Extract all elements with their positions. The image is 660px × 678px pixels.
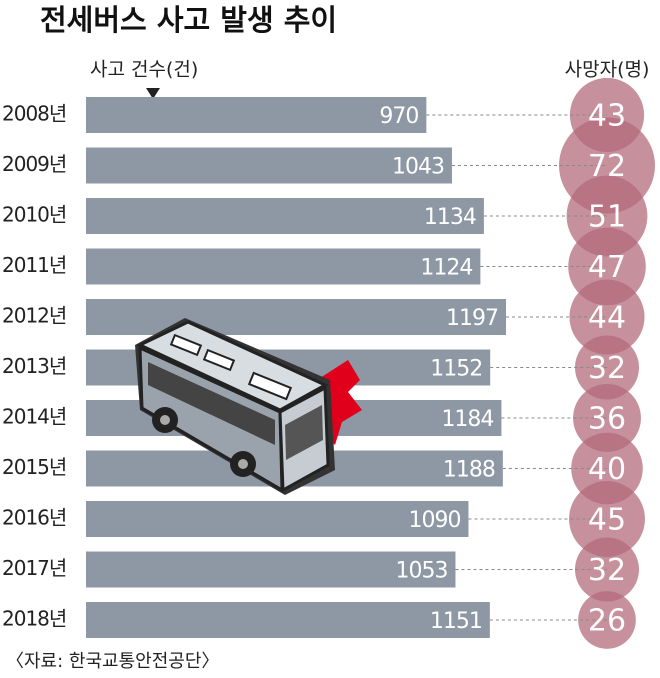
category-label: 2014년 [2,405,66,429]
chart-title: 전세버스 사고 발생 추이 [40,3,337,37]
category-label: 2009년 [2,152,66,176]
bar-value-label: 1043 [392,155,444,180]
category-label: 2011년 [2,253,66,277]
category-label: 2013년 [2,354,66,378]
bubble-value-label: 32 [588,553,626,588]
bar-value-label: 1197 [446,306,498,331]
bubble-value-label: 36 [588,402,626,437]
bar-value-label: 1151 [430,609,482,634]
category-label: 2008년 [2,102,66,126]
category-label: 2015년 [2,455,66,479]
bubble [578,591,636,649]
bubble-value-label: 47 [588,250,626,285]
bar-value-label: 1124 [420,256,472,281]
bar [86,147,452,184]
bubble-value-label: 51 [588,200,626,235]
bar-value-label: 1134 [424,205,476,230]
bubble [573,384,641,452]
bubble-value-label: 43 [588,99,626,134]
pointer-arrow [146,88,160,99]
bar [86,299,506,335]
bar-value-label: 1053 [395,559,447,584]
bar [86,602,490,638]
category-label: 2016년 [2,506,66,530]
bar-value-label: 970 [379,104,418,129]
category-label: 2012년 [2,304,66,328]
bar [86,198,484,234]
bar-value-label: 1152 [430,357,482,382]
bar-value-label: 1188 [443,458,495,483]
marks: 2008년 970 2009년 1043 2010년 1134 2011년 1124 2012년… [2,77,655,649]
bar-value-label: 1090 [408,508,460,533]
bubble-value-label: 40 [588,452,626,487]
bus-illustration [135,318,362,495]
bubble-value-label: 26 [588,604,626,639]
bar [86,551,456,588]
bar-value-label: 1184 [441,407,493,432]
bubble-value-label: 44 [588,301,626,336]
bar [86,501,469,537]
bubble-value-label: 72 [588,149,626,184]
bubble-value-label: 32 [588,351,626,386]
bar-axis-label: 사고 건수(건) [90,59,198,81]
bubble-value-label: 45 [588,503,626,538]
bar [86,97,427,133]
bubble-axis-label: 사망자(명) [565,59,650,81]
category-label: 2010년 [2,203,66,227]
source: 〈자료: 한국교통안전공단〉 [6,651,219,672]
category-label: 2018년 [2,607,66,631]
bubble [569,279,645,355]
bar [86,248,481,285]
category-label: 2017년 [2,556,66,580]
